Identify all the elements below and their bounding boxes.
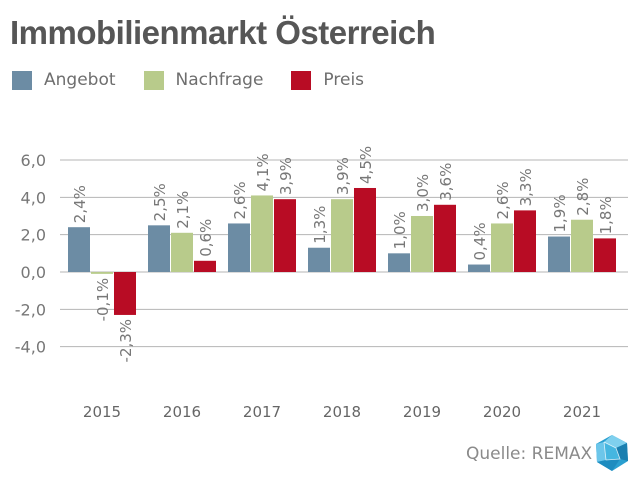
bar-preis bbox=[114, 272, 136, 315]
legend-swatch bbox=[12, 70, 32, 90]
data-label: 2,6% bbox=[231, 181, 249, 219]
x-tick-label: 2017 bbox=[243, 403, 281, 421]
x-tick-label: 2016 bbox=[163, 403, 201, 421]
y-tick-label: 6,0 bbox=[21, 151, 46, 170]
bar-preis bbox=[274, 199, 296, 272]
x-tick-label: 2020 bbox=[483, 403, 521, 421]
y-tick-label: 2,0 bbox=[21, 226, 46, 245]
bar-angebot bbox=[548, 236, 570, 272]
y-tick-label: -4,0 bbox=[15, 338, 46, 357]
bar-preis bbox=[434, 204, 456, 272]
bar-angebot bbox=[388, 253, 410, 272]
data-label: 3,6% bbox=[437, 163, 455, 201]
data-label: 1,9% bbox=[551, 194, 569, 232]
y-tick-label: 0,0 bbox=[21, 263, 46, 282]
x-tick-label: 2021 bbox=[563, 403, 601, 421]
bar-preis bbox=[354, 187, 376, 272]
legend-swatch bbox=[143, 70, 164, 90]
data-label: 3,3% bbox=[517, 168, 535, 206]
bar-preis bbox=[194, 260, 216, 272]
legend-label: Preis bbox=[323, 70, 365, 90]
legend-item-angebot: Angebot bbox=[12, 70, 116, 90]
data-label: 4,5% bbox=[357, 146, 375, 184]
bar-angebot bbox=[468, 264, 490, 272]
chart-title: Immobilienmarkt Österreich bbox=[10, 14, 436, 51]
data-label: 2,6% bbox=[494, 181, 512, 219]
bar-nachfrage bbox=[171, 232, 193, 272]
legend-label: Angebot bbox=[44, 70, 116, 90]
legend-item-preis: Preis bbox=[291, 70, 364, 90]
data-label: 1,0% bbox=[391, 211, 409, 249]
x-tick-label: 2019 bbox=[403, 403, 441, 421]
data-label: 2,1% bbox=[174, 191, 192, 229]
bar-nachfrage bbox=[331, 199, 353, 272]
y-tick-label: -2,0 bbox=[15, 300, 46, 319]
data-label: 0,4% bbox=[471, 222, 489, 260]
data-label: 0,6% bbox=[197, 219, 215, 257]
remax-logo-icon bbox=[596, 435, 628, 471]
legend-item-nachfrage: Nachfrage bbox=[143, 70, 264, 90]
y-tick-label: 4,0 bbox=[21, 188, 46, 207]
data-label: 1,3% bbox=[311, 206, 329, 244]
data-label: -0,1% bbox=[94, 278, 112, 322]
bar-angebot bbox=[148, 225, 170, 272]
bar-angebot bbox=[228, 223, 250, 272]
data-label: 4,1% bbox=[254, 153, 272, 191]
bar-nachfrage bbox=[571, 219, 593, 272]
data-label: 2,5% bbox=[151, 183, 169, 221]
data-label: 1,8% bbox=[597, 196, 615, 234]
data-label: 3,0% bbox=[414, 174, 432, 212]
data-label: 2,4% bbox=[71, 185, 89, 223]
data-label: -2,3% bbox=[117, 319, 135, 363]
source-label: Quelle: REMAX bbox=[466, 444, 593, 464]
x-tick-label: 2015 bbox=[83, 403, 121, 421]
bar-nachfrage bbox=[411, 215, 433, 272]
legend-label: Nachfrage bbox=[175, 70, 264, 90]
bar-nachfrage bbox=[91, 272, 113, 274]
x-tick-label: 2018 bbox=[323, 403, 361, 421]
bar-preis bbox=[594, 238, 616, 272]
data-label: 2,8% bbox=[574, 178, 592, 216]
bar-preis bbox=[514, 210, 536, 272]
bar-nachfrage bbox=[251, 195, 273, 272]
legend-swatch bbox=[291, 70, 312, 90]
bar-nachfrage bbox=[491, 223, 513, 272]
data-label: 3,9% bbox=[277, 157, 295, 195]
bar-angebot bbox=[308, 247, 330, 272]
data-label: 3,9% bbox=[334, 157, 352, 195]
legend: Angebot Nachfrage Preis bbox=[12, 70, 392, 90]
bar-angebot bbox=[68, 227, 90, 272]
